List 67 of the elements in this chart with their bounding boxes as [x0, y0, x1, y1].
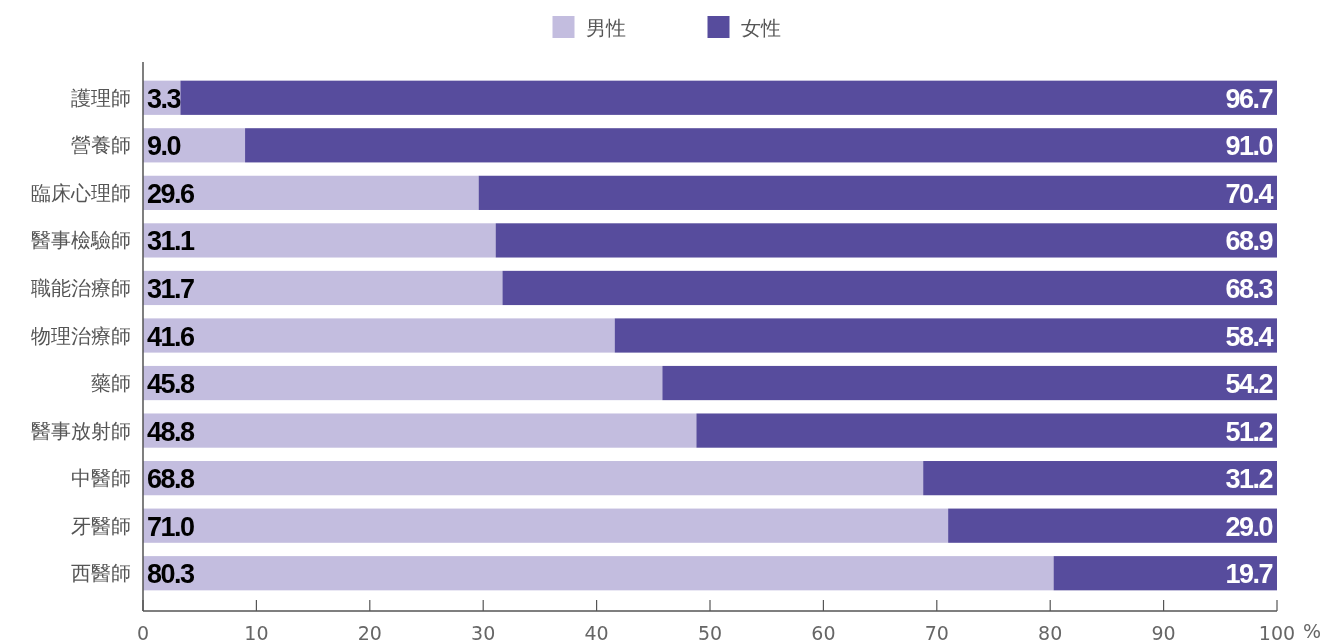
x-tick-label: 60	[811, 622, 836, 643]
bar	[143, 223, 496, 258]
y-tick-label: 醫事檢驗師	[31, 228, 131, 253]
data-label: 48.8	[147, 416, 196, 447]
data-label: 68.9	[1225, 226, 1274, 257]
bar	[143, 365, 663, 401]
y-tick-label: 西醫師	[71, 561, 131, 586]
bar	[143, 413, 697, 448]
bar	[502, 270, 1277, 306]
data-label: 91.0	[1225, 131, 1273, 162]
bar	[180, 80, 1277, 115]
x-tick-label: 40	[584, 622, 609, 643]
data-label: 29.6	[147, 178, 196, 209]
data-label: 58.4	[1225, 321, 1274, 352]
x-tick-label: 100	[1258, 622, 1296, 643]
bar	[143, 556, 1054, 591]
y-tick-label: 護理師	[71, 85, 131, 110]
bar	[143, 270, 503, 306]
bar	[143, 175, 479, 210]
y-tick-label: 牙醫師	[71, 513, 131, 538]
data-label: 31.1	[147, 226, 196, 257]
x-tick-label: 0	[136, 622, 150, 643]
x-tick-label: 20	[357, 622, 382, 643]
bar	[614, 318, 1277, 353]
bar	[696, 413, 1277, 448]
data-label: 70.4	[1225, 178, 1274, 209]
y-tick-label: 中醫師	[71, 466, 131, 491]
data-label: 9.0	[147, 131, 181, 162]
bar	[478, 175, 1277, 210]
bar	[662, 365, 1277, 401]
bar	[495, 223, 1277, 258]
data-label: 45.8	[147, 369, 196, 400]
x-tick-label: 90	[1151, 622, 1176, 643]
y-tick-label: 藥師	[91, 371, 131, 396]
data-label: 41.6	[147, 321, 196, 352]
y-tick-label: 臨床心理師	[31, 180, 131, 205]
x-tick-label: 70	[924, 622, 949, 643]
data-label: 68.3	[1225, 273, 1274, 304]
bar	[948, 508, 1277, 543]
x-tick-label: 80	[1038, 622, 1063, 643]
data-label: 80.3	[147, 559, 196, 590]
x-tick-label: 10	[244, 622, 269, 643]
x-tick-label: 30	[471, 622, 496, 643]
y-tick-label: 醫事放射師	[31, 418, 131, 443]
data-label: 19.7	[1225, 559, 1273, 590]
data-label: 68.8	[147, 464, 196, 495]
data-label: 29.0	[1225, 511, 1273, 542]
x-axis-title: %	[1303, 620, 1322, 642]
data-label: 31.2	[1225, 464, 1273, 495]
y-tick-label: 營養師	[71, 133, 131, 158]
bar	[143, 508, 949, 543]
y-tick-label: 物理治療師	[31, 323, 131, 348]
bar	[143, 318, 615, 353]
data-label: 51.2	[1225, 416, 1273, 447]
bar	[923, 461, 1277, 496]
data-label: 3.3	[147, 83, 182, 114]
bar	[1053, 556, 1277, 591]
legend-label: 女性	[740, 16, 781, 40]
data-label: 71.0	[147, 511, 195, 542]
bar	[245, 128, 1277, 163]
data-label: 31.7	[147, 273, 195, 304]
data-label: 96.7	[1225, 83, 1273, 114]
bar	[143, 461, 924, 496]
y-tick-label: 職能治療師	[31, 275, 131, 300]
data-label: 54.2	[1225, 369, 1273, 400]
legend-label: 男性	[585, 16, 626, 40]
x-tick-label: 50	[697, 622, 723, 643]
